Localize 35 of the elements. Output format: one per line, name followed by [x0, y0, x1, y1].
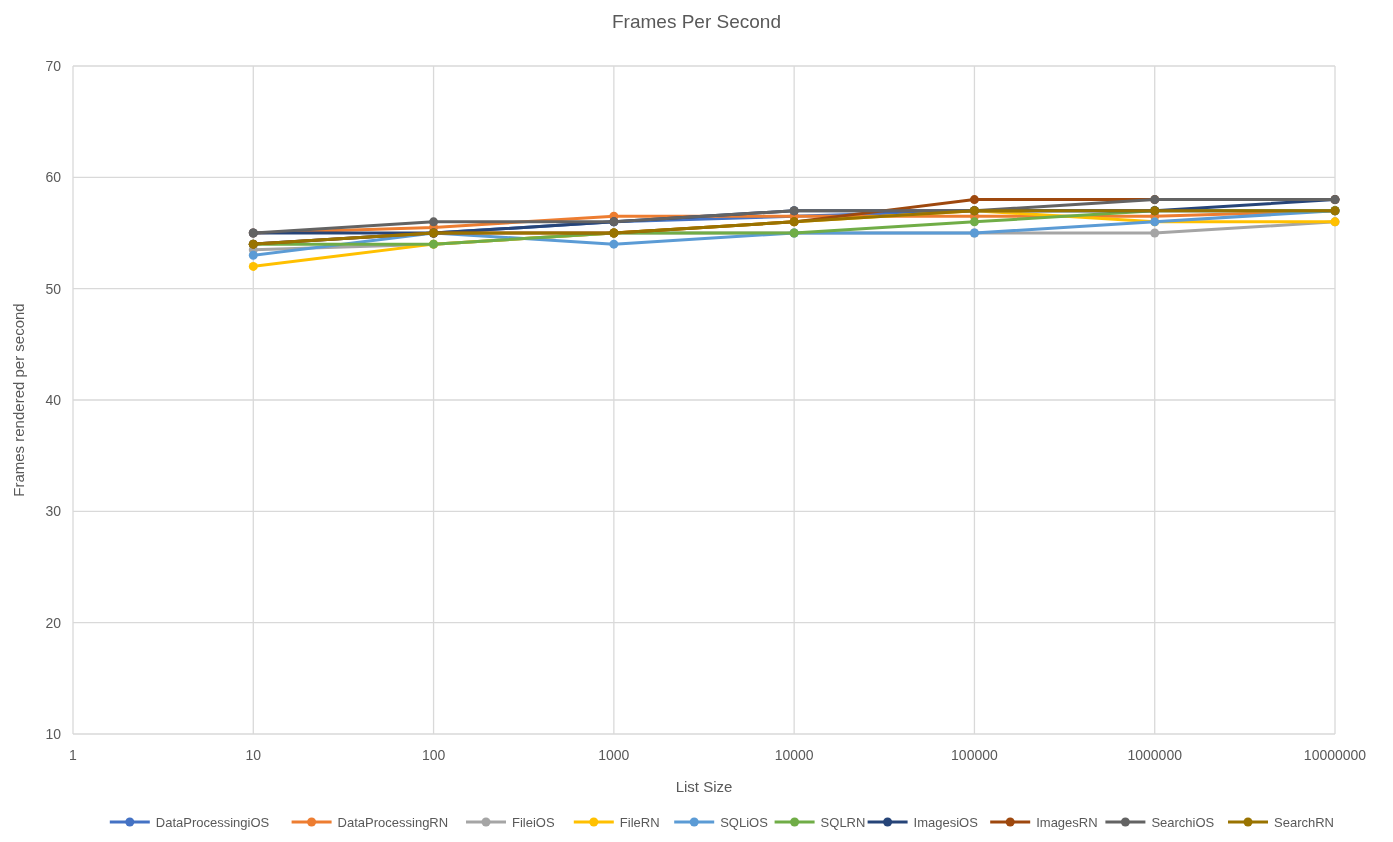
x-tick-label: 10 [245, 747, 262, 763]
legend-label: FileRN [619, 814, 660, 830]
x-tick-label: 1000000 [1127, 747, 1183, 763]
y-tick-label: 50 [45, 280, 62, 297]
y-axis-title: Frames rendered per second [10, 303, 27, 497]
point [248, 250, 258, 260]
y-tick-label: 20 [45, 614, 62, 631]
point [1150, 228, 1160, 238]
legend-label: DataProcessingRN [337, 814, 449, 830]
legend-label: SQLRN [820, 814, 866, 830]
legend-label: SearchiOS [1151, 814, 1215, 830]
point [248, 261, 258, 271]
point [609, 239, 619, 249]
legend-label: ImagesiOS [913, 814, 979, 830]
x-tick-label: 1000 [598, 747, 630, 763]
x-tick-label: 10000 [774, 747, 814, 763]
point [429, 217, 439, 227]
x-tick-label: 10000000 [1303, 747, 1367, 763]
legend-label: FileiOS [512, 814, 555, 830]
x-tick-label: 1 [69, 747, 78, 763]
legend-label: SearchRN [1274, 814, 1334, 830]
legend-label: ImagesRN [1036, 814, 1098, 830]
point [969, 217, 979, 227]
x-tick-label: 100000 [951, 747, 998, 763]
y-tick-label: 40 [45, 391, 62, 408]
y-tick-label: 10 [45, 725, 62, 742]
point [969, 195, 979, 205]
legend-label: SQLiOS [720, 814, 769, 830]
y-tick-label: 70 [45, 57, 62, 74]
chart-title: Frames Per Second [612, 11, 781, 32]
x-axis-title: List Size [675, 778, 733, 795]
y-tick-label: 30 [45, 503, 62, 520]
legend-label: DataProcessingiOS [155, 814, 270, 830]
x-tick-label: 100 [421, 747, 446, 763]
y-tick-label: 60 [45, 169, 62, 186]
